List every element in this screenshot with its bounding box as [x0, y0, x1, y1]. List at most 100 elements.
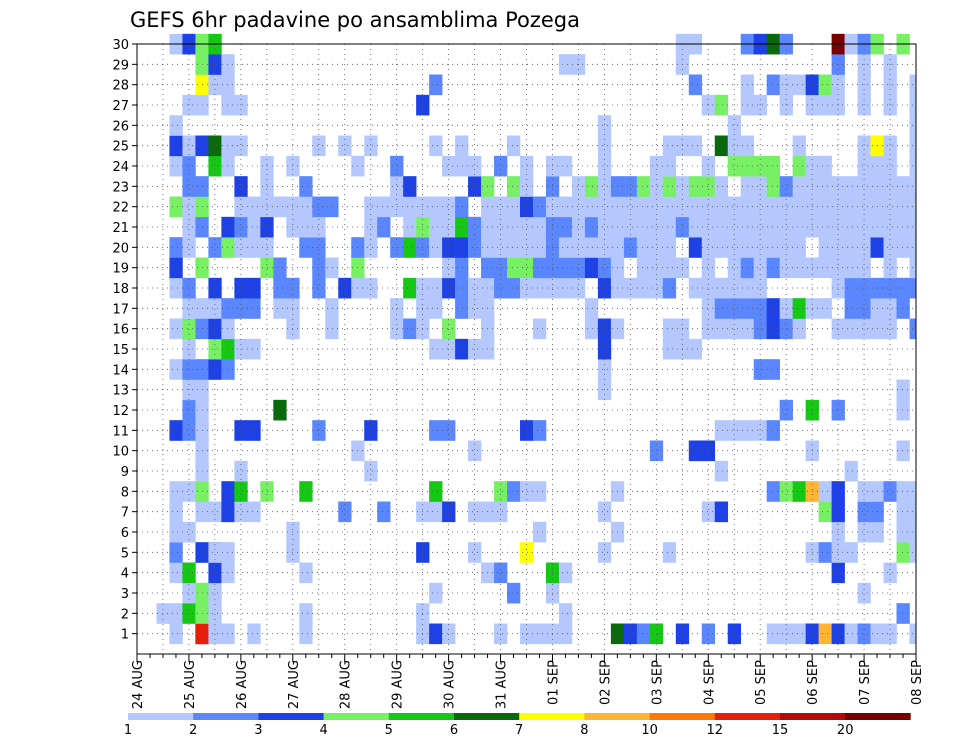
heatmap-cell — [429, 298, 443, 319]
heatmap-cell — [455, 338, 469, 360]
heatmap-cell — [247, 338, 261, 360]
heatmap-cell — [727, 216, 742, 238]
heatmap-cell — [221, 501, 235, 523]
heatmap-cell — [325, 298, 339, 319]
heatmap-cell — [403, 196, 417, 218]
heatmap-cell — [312, 257, 326, 279]
heatmap-cell — [260, 481, 274, 502]
y-tick-label: 6 — [121, 526, 129, 541]
heatmap-cell — [857, 155, 871, 177]
heatmap-cell — [221, 623, 235, 645]
heatmap-cell — [792, 481, 806, 502]
heatmap-cell — [429, 135, 443, 157]
heatmap-cell — [818, 176, 832, 197]
heatmap-cell — [455, 257, 469, 279]
heatmap-cell — [649, 196, 664, 218]
heatmap-cell — [260, 155, 274, 177]
heatmap-cell — [636, 623, 651, 645]
heatmap-cell — [727, 196, 742, 218]
heatmap-cell — [649, 440, 664, 462]
heatmap-cell — [844, 623, 858, 645]
heatmap-cell — [766, 237, 780, 258]
heatmap-cell — [727, 237, 742, 258]
heatmap-cell — [883, 318, 897, 340]
x-tick-label: 02 SEP — [598, 660, 613, 705]
heatmap-cell — [532, 196, 547, 218]
heatmap-cell — [520, 257, 534, 279]
heatmap-cell — [312, 277, 326, 299]
heatmap-cell — [818, 481, 832, 502]
heatmap-cell — [766, 359, 780, 380]
heatmap-cell — [364, 420, 378, 441]
heatmap-cell — [208, 277, 222, 299]
heatmap-cell — [649, 176, 664, 197]
heatmap-cell — [429, 582, 443, 604]
heatmap-cell — [208, 298, 222, 319]
heatmap-cell — [662, 338, 677, 360]
heatmap-cell — [597, 115, 612, 136]
x-tick-label: 28 AUG — [339, 660, 354, 709]
y-tick-label: 17 — [112, 302, 129, 317]
colorbar-swatch — [323, 713, 390, 720]
heatmap-cell — [234, 460, 248, 482]
colorbar-label: 6 — [450, 723, 458, 738]
heatmap-cell — [507, 257, 521, 279]
heatmap-cell — [468, 216, 482, 238]
heatmap-cell — [247, 298, 261, 319]
heatmap-cell — [779, 623, 793, 645]
colorbar-label: 10 — [641, 723, 658, 738]
heatmap-cell — [701, 298, 716, 319]
heatmap-cell — [701, 237, 716, 258]
heatmap-cell — [727, 318, 742, 340]
heatmap-cell — [753, 216, 767, 238]
heatmap-cell — [182, 399, 196, 421]
heatmap-cell — [532, 318, 547, 340]
heatmap-cell — [831, 318, 845, 340]
heatmap-cell — [312, 237, 326, 258]
heatmap-cell — [766, 318, 780, 340]
heatmap-cell — [494, 481, 508, 502]
heatmap-cell — [520, 481, 534, 502]
x-tick-label: 06 SEP — [806, 660, 821, 705]
heatmap-cell — [883, 237, 897, 258]
heatmap-cell — [520, 196, 534, 218]
heatmap-cell — [260, 176, 274, 197]
heatmap-cell — [182, 481, 196, 502]
heatmap-cell — [532, 481, 547, 502]
heatmap-cell — [208, 603, 222, 624]
heatmap-cell — [390, 176, 404, 197]
heatmap-cell — [688, 196, 703, 218]
heatmap-cell — [494, 237, 508, 258]
y-tick-label: 3 — [121, 587, 129, 602]
colorbar-swatch — [258, 713, 324, 720]
colorbar-label: 15 — [772, 723, 789, 738]
heatmap-cell — [701, 196, 716, 218]
heatmap-cell — [208, 318, 222, 340]
heatmap-cell — [169, 196, 183, 218]
heatmap-cell — [468, 501, 482, 523]
heatmap-cell — [636, 196, 651, 218]
heatmap-cell — [753, 257, 767, 279]
heatmap-cell — [169, 277, 183, 299]
heatmap-cell — [727, 115, 742, 136]
y-tick-label: 26 — [112, 119, 129, 134]
heatmap-cell — [753, 196, 767, 218]
heatmap-cell — [857, 521, 871, 543]
heatmap-cell — [584, 298, 599, 319]
heatmap-cell — [338, 135, 352, 157]
heatmap-cell — [792, 196, 806, 218]
heatmap-cell — [520, 420, 534, 441]
colorbar-swatch — [584, 713, 650, 720]
heatmap-cell — [857, 216, 871, 238]
heatmap-cell — [429, 196, 443, 218]
grid-lines — [137, 43, 916, 654]
y-tick-label: 28 — [112, 79, 129, 94]
heatmap-cell — [520, 237, 534, 258]
heatmap-cell — [468, 542, 482, 563]
y-tick-label: 9 — [121, 465, 129, 480]
heatmap-cell — [831, 623, 845, 645]
colorbar-swatch — [649, 713, 716, 720]
heatmap-cell — [857, 318, 871, 340]
heatmap-cell — [714, 277, 729, 299]
heatmap-cell — [883, 257, 897, 279]
